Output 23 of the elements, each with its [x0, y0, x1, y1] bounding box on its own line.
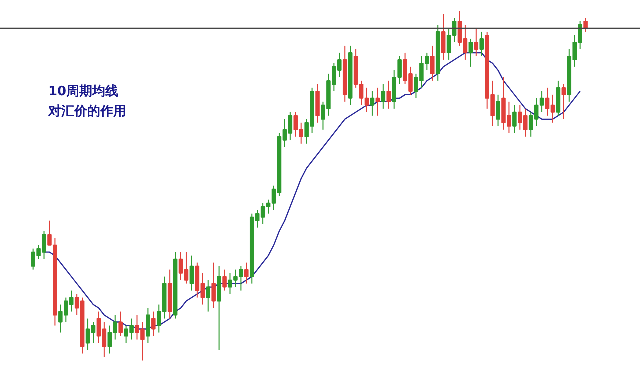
annotation: 对汇价的作用 [48, 104, 126, 120]
candlestick [474, 28, 479, 57]
candlestick [190, 255, 194, 292]
candlestick [441, 14, 446, 60]
candlestick [584, 17, 588, 32]
candlestick [152, 311, 156, 337]
candlestick [146, 308, 150, 344]
candlestick [206, 280, 211, 312]
candlestick [370, 90, 375, 116]
annotation: 10周期均线 [48, 84, 119, 100]
candlestick [222, 269, 227, 292]
candlestick [381, 84, 386, 110]
candlestick [244, 262, 249, 284]
candlestick [496, 94, 500, 127]
candlestick [430, 45, 435, 82]
candlestick [386, 80, 392, 110]
candlestick [118, 311, 123, 337]
candlestick [468, 38, 474, 68]
candlestick [480, 31, 484, 57]
candlestick [376, 87, 380, 116]
candlestick [562, 84, 566, 120]
candlestick [212, 262, 216, 309]
candlestick [512, 104, 517, 134]
